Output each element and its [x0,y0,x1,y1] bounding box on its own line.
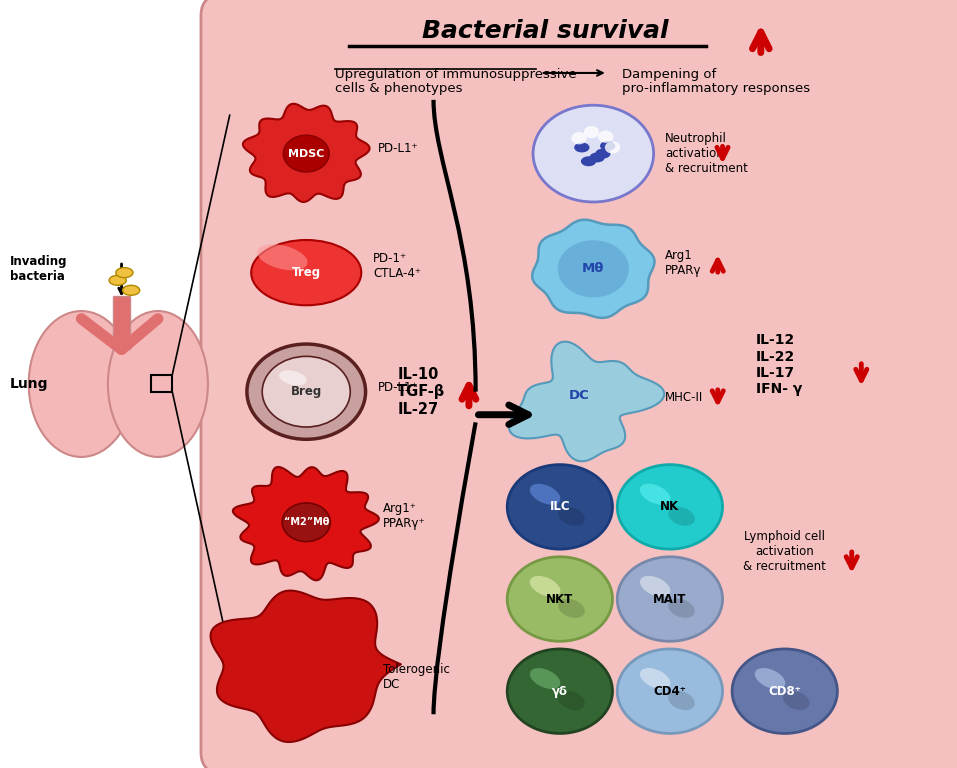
Text: Tolerogenic
DC: Tolerogenic DC [383,664,450,691]
Ellipse shape [251,240,361,305]
Text: Bacterial survival: Bacterial survival [422,18,669,43]
Text: pro-inflammatory responses: pro-inflammatory responses [622,82,811,95]
Circle shape [617,465,723,549]
Text: γδ: γδ [552,685,568,697]
Polygon shape [233,467,379,581]
Circle shape [247,344,366,439]
Ellipse shape [600,141,615,151]
Ellipse shape [530,576,561,597]
Ellipse shape [558,691,585,710]
Ellipse shape [640,484,671,505]
Text: Dampening of: Dampening of [622,68,716,81]
Ellipse shape [668,599,695,618]
Polygon shape [211,591,401,742]
Polygon shape [509,342,664,462]
Circle shape [617,557,723,641]
Ellipse shape [530,668,561,689]
Ellipse shape [122,285,140,296]
Text: PD-L1⁺: PD-L1⁺ [378,381,418,393]
Circle shape [558,240,629,297]
Ellipse shape [109,276,126,286]
Text: MHC-II: MHC-II [665,391,703,403]
Circle shape [507,649,612,733]
Text: Breg: Breg [291,386,322,398]
Circle shape [732,649,837,733]
FancyBboxPatch shape [201,0,957,768]
Text: PD-1⁺
CTLA-4⁺: PD-1⁺ CTLA-4⁺ [373,253,421,280]
Circle shape [605,141,620,154]
Text: Lung: Lung [10,377,48,391]
Ellipse shape [783,691,810,710]
Ellipse shape [279,370,306,386]
Circle shape [282,503,330,541]
Ellipse shape [257,244,307,270]
Circle shape [507,557,612,641]
Text: NKT: NKT [546,593,573,605]
Polygon shape [243,104,369,202]
Text: IL-12
IL-22
IL-17
IFN- γ: IL-12 IL-22 IL-17 IFN- γ [756,333,802,396]
Text: Arg1⁺
PPARγ⁺: Arg1⁺ PPARγ⁺ [383,502,426,530]
Text: Treg: Treg [292,266,321,279]
Text: MDSC: MDSC [288,148,324,159]
Ellipse shape [590,152,605,162]
Ellipse shape [581,157,596,166]
Text: CD4⁺: CD4⁺ [654,685,686,697]
Ellipse shape [668,691,695,710]
Circle shape [584,126,599,138]
Text: IL-10
TGF-β
IL-27: IL-10 TGF-β IL-27 [397,367,445,416]
Text: Mθ: Mθ [582,263,605,275]
Text: PD-L1⁺: PD-L1⁺ [378,142,418,154]
Text: cells & phenotypes: cells & phenotypes [335,82,462,95]
Bar [151,375,172,392]
Bar [113,296,130,349]
Text: NK: NK [660,501,679,513]
Text: Arg1
PPARγ: Arg1 PPARγ [665,249,701,276]
Circle shape [262,356,350,427]
Circle shape [598,131,613,143]
Ellipse shape [29,311,134,457]
Circle shape [617,649,723,733]
Circle shape [507,465,612,549]
Ellipse shape [116,267,133,278]
Text: CD8⁺: CD8⁺ [768,685,801,697]
Text: Upregulation of immunosuppressive: Upregulation of immunosuppressive [335,68,576,81]
Circle shape [571,132,587,144]
Ellipse shape [530,484,561,505]
Text: “M2”Mθ: “M2”Mθ [283,517,329,528]
Circle shape [283,135,329,172]
Ellipse shape [755,668,786,689]
Text: MAIT: MAIT [654,593,686,605]
Ellipse shape [668,507,695,526]
Text: Invading
bacteria: Invading bacteria [10,255,67,283]
Ellipse shape [108,311,208,457]
Ellipse shape [558,507,585,526]
Polygon shape [532,220,655,318]
Text: Lymphoid cell
activation
& recruitment: Lymphoid cell activation & recruitment [744,530,826,573]
Ellipse shape [595,149,611,158]
Text: DC: DC [568,389,590,402]
Ellipse shape [574,143,590,152]
Ellipse shape [640,576,671,597]
Text: Neutrophil
activation
& recruitment: Neutrophil activation & recruitment [665,132,748,175]
Ellipse shape [640,668,671,689]
Ellipse shape [558,599,585,618]
Circle shape [533,105,654,202]
Text: ILC: ILC [549,501,570,513]
